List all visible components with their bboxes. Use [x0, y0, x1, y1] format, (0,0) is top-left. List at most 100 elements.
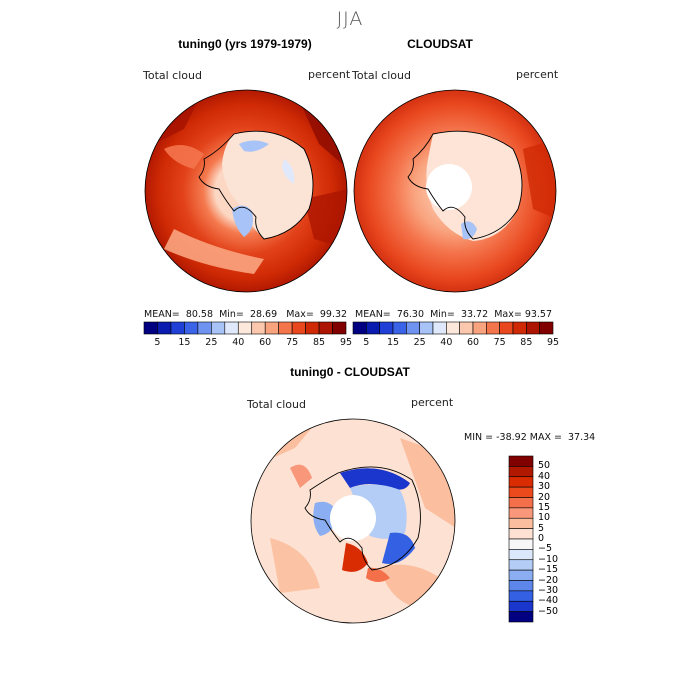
colorbar-swatch [508, 476, 534, 488]
colorbar-swatch [291, 321, 306, 335]
panel2-stats: MEAN= 76.30 Min= 33.72 Max= 93.57 [355, 309, 552, 320]
colorbar-tick-label: 15 [386, 337, 400, 348]
colorbar-tick-label: 30 [538, 481, 551, 493]
panel2-title: CLOUDSAT [407, 37, 473, 51]
colorbar-swatch [512, 321, 527, 335]
panel1-max-value: 99.32 [319, 309, 348, 320]
colorbar-swatch [211, 321, 226, 335]
colorbar-tick-label: 95 [339, 337, 353, 348]
panel1-variable-label: Total cloud [143, 69, 202, 82]
colorbar-tick-label: 60 [259, 337, 272, 348]
colorbar-tick-label: 5 [363, 337, 370, 348]
colorbar-tick-label: 25 [205, 337, 218, 348]
colorbar-swatch [264, 321, 279, 335]
colorbar-tick-label: −30 [538, 584, 559, 596]
diff-colorbar [508, 455, 534, 623]
colorbar-tick-label: 85 [313, 337, 326, 348]
diff-title: tuning0 - CLOUDSAT [290, 365, 410, 379]
diff-unit-label: percent [411, 396, 454, 409]
colorbar-tick-label: 15 [538, 501, 551, 513]
colorbar-swatch [379, 321, 394, 335]
colorbar-swatch [224, 321, 239, 335]
colorbar-swatch [392, 321, 407, 335]
colorbar-swatch [508, 507, 534, 519]
panel2-polar-map [353, 89, 557, 293]
panel2-mean-value: 76.30 [396, 309, 425, 320]
colorbar-tick-label: 5 [538, 522, 545, 534]
panel2-max-value: 93.57 [524, 309, 553, 320]
colorbar-swatch [526, 321, 540, 335]
panel1-title: tuning0 (yrs 1979-1979) [178, 37, 312, 51]
colorbar-tick-label: 95 [546, 337, 560, 348]
colorbar-swatch [432, 321, 447, 335]
colorbar-tick-label: 20 [538, 491, 551, 503]
colorbar-tick-label: 75 [493, 337, 506, 348]
colorbar-swatch [157, 321, 172, 335]
colorbar-swatch [305, 321, 320, 335]
colorbar-tick-label: 60 [466, 337, 480, 348]
colorbar-swatch [472, 321, 487, 335]
colorbar-swatch [508, 611, 534, 623]
colorbar-tick-label: −20 [538, 574, 559, 586]
panel2-max-label: Max= [494, 309, 522, 320]
panel1-min-value: 28.69 [249, 309, 278, 320]
colorbar-swatch [508, 600, 534, 612]
panel2-colorbar [352, 321, 554, 335]
colorbar-swatch [446, 321, 460, 335]
colorbar-swatch [170, 321, 185, 335]
colorbar-tick-label: 40 [440, 337, 453, 348]
colorbar-tick-label: −15 [538, 564, 559, 576]
colorbar-tick-label: −5 [538, 543, 553, 555]
colorbar-swatch [486, 321, 500, 335]
colorbar-swatch [352, 321, 367, 335]
colorbar-tick-label: −10 [538, 553, 559, 565]
diff-max-value: 37.34 [568, 432, 596, 443]
panel2-variable-label: Total cloud [352, 69, 411, 82]
panel2-min-value: 33.72 [460, 309, 489, 320]
panel1-polar-map [144, 89, 348, 293]
colorbar-swatch [318, 321, 333, 335]
colorbar-swatch [499, 321, 514, 335]
colorbar-tick-label: 15 [178, 337, 191, 348]
diff-polar-map [250, 418, 456, 624]
colorbar-swatch [508, 528, 534, 540]
colorbar-swatch [406, 321, 420, 335]
colorbar-swatch [508, 580, 534, 592]
panel1-max-label: Max= [286, 309, 314, 320]
panel1-mean-value: 80.58 [185, 309, 214, 320]
colorbar-tick-label: 40 [538, 470, 551, 482]
colorbar-swatch [539, 321, 554, 335]
colorbar-tick-label: −50 [538, 605, 559, 617]
diff-min-label: MIN = [464, 432, 494, 443]
colorbar-tick-label: 25 [413, 337, 426, 348]
colorbar-swatch [508, 538, 534, 550]
diff-min-value: -38.92 [496, 432, 527, 443]
page-title: JJA [336, 8, 364, 30]
diff-minmax: MIN = -38.92 MAX = 37.34 [464, 432, 595, 443]
colorbar-swatch [508, 559, 534, 571]
colorbar-tick-label: 85 [520, 337, 533, 348]
colorbar-swatch [508, 497, 534, 509]
colorbar-swatch [508, 569, 534, 581]
colorbar-swatch [143, 321, 158, 335]
colorbar-swatch [508, 486, 534, 498]
panel1-min-label: Min= [219, 309, 244, 320]
colorbar-swatch [237, 321, 253, 335]
colorbar-swatch [197, 321, 212, 335]
colorbar-tick-label: 40 [232, 337, 245, 348]
colorbar-swatch [508, 590, 534, 602]
panel2-unit-label: percent [516, 68, 559, 81]
colorbar-swatch [508, 466, 534, 478]
panel2-min-label: Min= [430, 309, 455, 320]
diff-max-label: MAX = [529, 432, 562, 443]
panel1-mean-label: MEAN= [144, 309, 180, 320]
colorbar-swatch [419, 321, 434, 335]
panel2-mean-label: MEAN= [355, 309, 391, 320]
colorbar-tick-label: 0 [538, 533, 545, 544]
panel1-stats: MEAN= 80.58 Min= 28.69 Max= 99.32 [144, 309, 347, 320]
panel1-unit-label: percent [308, 68, 351, 81]
panel1-colorbar [143, 321, 347, 335]
diff-variable-label: Total cloud [247, 398, 306, 411]
colorbar-tick-label: 10 [538, 512, 551, 524]
colorbar-swatch [184, 321, 199, 335]
